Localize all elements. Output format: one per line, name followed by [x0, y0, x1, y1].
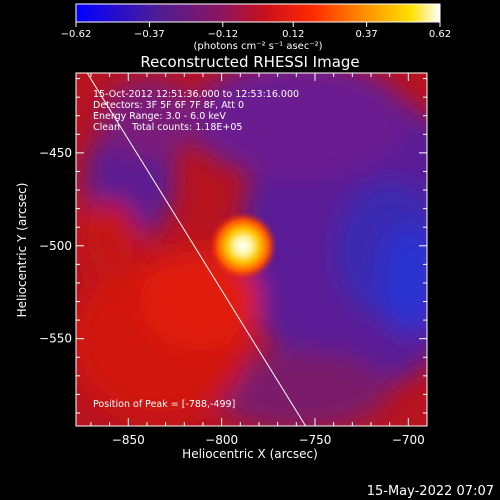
- chart-title: Reconstructed RHESSI Image: [140, 53, 359, 71]
- annotation-detectors: Detectors: 3F 5F 6F 7F 8F, Att 0: [93, 100, 244, 111]
- x-tick-label: −700: [392, 433, 425, 447]
- solar-limb-line: [86, 73, 307, 426]
- colorbar-unit: (photons cm⁻² s⁻¹ asec⁻²): [193, 41, 322, 52]
- x-tick-label: −750: [298, 433, 331, 447]
- y-tick-label: −500: [39, 239, 72, 253]
- annotation-energy: Energy Range: 3.0 - 6.0 keV: [93, 111, 226, 122]
- annotation-time: 15-Oct-2012 12:51:36.000 to 12:53:16.000: [93, 89, 299, 100]
- footer-date: 15-May-2022 07:07: [367, 484, 494, 499]
- axes: −850 −800 −750 −700 −550 −500 −450: [39, 73, 428, 447]
- colorbar: [75, 3, 441, 23]
- peak-source: [209, 212, 277, 280]
- colorbar-tick-label: −0.62: [61, 29, 92, 40]
- colorbar-tick-label: −0.37: [134, 29, 165, 40]
- colorbar-tick-label: 0.37: [355, 29, 377, 40]
- colorbar-tick-label: −0.12: [207, 29, 238, 40]
- peak-position-label: Position of Peak = [-788,-499]: [93, 399, 235, 410]
- plot-frame: [75, 72, 428, 427]
- annotations: 15-Oct-2012 12:51:36.000 to 12:53:16.000…: [93, 89, 299, 410]
- colorbar-tick-label: 0.12: [282, 29, 304, 40]
- colorbar-ticks: −0.62 −0.37 −0.12 0.12 0.37 0.62: [61, 22, 451, 40]
- annotation-counts: Clean Total counts: 1.18E+05: [93, 122, 242, 133]
- colorbar-tick-label: 0.62: [429, 29, 451, 40]
- y-tick-label: −550: [39, 332, 72, 346]
- x-tick-label: −850: [112, 433, 145, 447]
- x-axis-label: Heliocentric X (arcsec): [182, 447, 318, 461]
- y-tick-label: −450: [39, 146, 72, 160]
- y-axis-label: Heliocentric Y (arcsec): [15, 183, 29, 318]
- x-tick-label: −800: [205, 433, 238, 447]
- heatmap-image: [76, 73, 427, 426]
